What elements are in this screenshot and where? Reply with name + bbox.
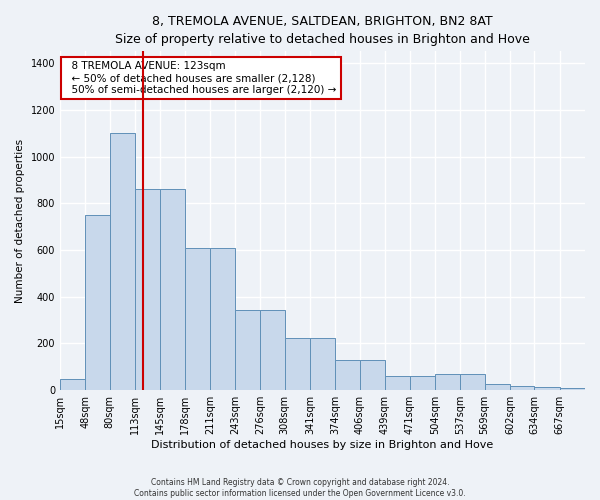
Bar xyxy=(385,376,410,390)
Bar xyxy=(135,189,160,390)
Bar xyxy=(284,338,310,390)
Bar xyxy=(210,248,235,390)
Bar xyxy=(485,384,510,390)
Bar xyxy=(310,338,335,390)
Bar xyxy=(410,376,435,390)
Bar xyxy=(359,360,385,390)
Bar xyxy=(260,310,284,390)
Bar xyxy=(535,386,560,390)
Bar xyxy=(60,378,85,390)
Text: 8 TREMOLA AVENUE: 123sqm
  ← 50% of detached houses are smaller (2,128)
  50% of: 8 TREMOLA AVENUE: 123sqm ← 50% of detach… xyxy=(65,62,337,94)
Bar xyxy=(435,374,460,390)
X-axis label: Distribution of detached houses by size in Brighton and Hove: Distribution of detached houses by size … xyxy=(151,440,494,450)
Bar xyxy=(185,248,210,390)
Bar xyxy=(110,133,135,390)
Bar xyxy=(235,310,260,390)
Bar xyxy=(460,374,485,390)
Bar xyxy=(85,215,110,390)
Y-axis label: Number of detached properties: Number of detached properties xyxy=(15,138,25,303)
Title: 8, TREMOLA AVENUE, SALTDEAN, BRIGHTON, BN2 8AT
Size of property relative to deta: 8, TREMOLA AVENUE, SALTDEAN, BRIGHTON, B… xyxy=(115,15,530,46)
Bar xyxy=(510,386,535,390)
Bar xyxy=(160,189,185,390)
Text: Contains HM Land Registry data © Crown copyright and database right 2024.
Contai: Contains HM Land Registry data © Crown c… xyxy=(134,478,466,498)
Bar xyxy=(335,360,359,390)
Bar xyxy=(560,388,585,390)
